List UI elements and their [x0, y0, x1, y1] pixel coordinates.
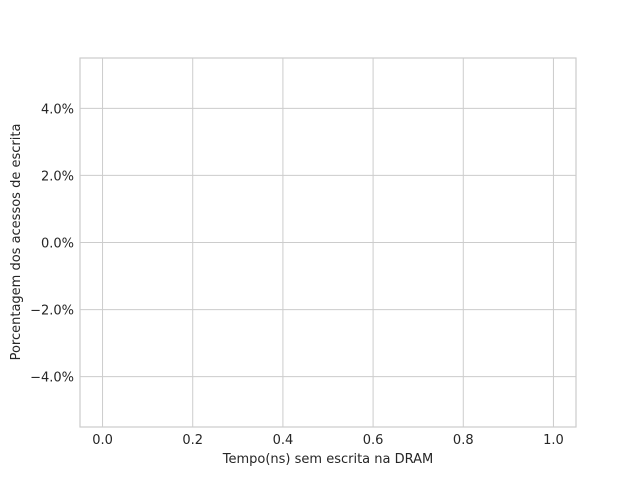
x-tick-label: 0.6	[363, 433, 384, 448]
y-tick-label: −2.0%	[30, 304, 74, 319]
grid-layer	[80, 58, 576, 427]
y-axis-label: Porcentagem dos acessos de escrita	[9, 124, 24, 361]
x-tick-label: 1.0	[543, 433, 564, 448]
y-tick-label: 0.0%	[41, 237, 74, 252]
y-tick-label: −4.0%	[30, 371, 74, 386]
x-axis-label: Tempo(ns) sem escrita na DRAM	[222, 452, 434, 467]
y-tick-label: 4.0%	[41, 102, 74, 117]
x-tick-label: 0.4	[273, 433, 294, 448]
y-tick-labels: 4.0% 2.0% 0.0% −2.0% −4.0%	[30, 102, 74, 385]
x-tick-label: 0.2	[182, 433, 203, 448]
y-tick-label: 2.0%	[41, 169, 74, 184]
x-tick-label: 0.0	[92, 433, 113, 448]
x-tick-labels: 0.0 0.2 0.4 0.6 0.8 1.0	[92, 433, 564, 448]
plot-frame	[79, 57, 577, 428]
x-tick-label: 0.8	[453, 433, 474, 448]
